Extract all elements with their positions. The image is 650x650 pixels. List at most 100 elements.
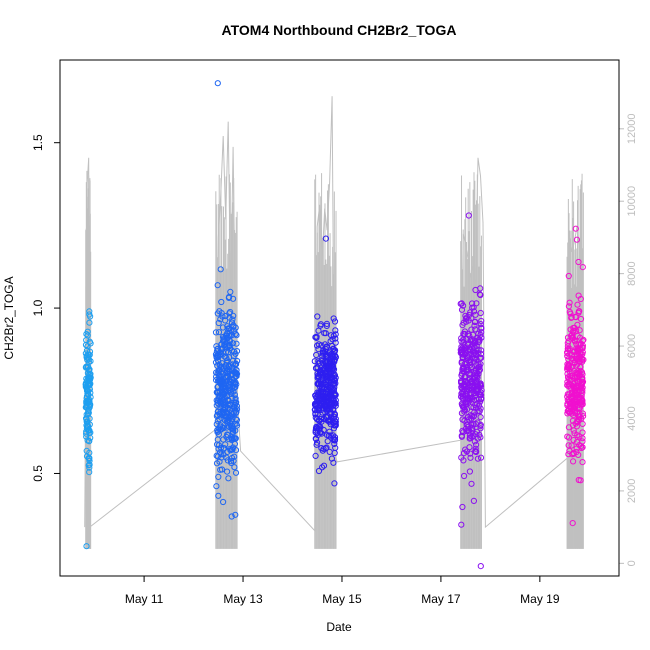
data-point — [477, 360, 484, 368]
data-point — [232, 511, 239, 518]
data-point — [469, 336, 476, 343]
data-point — [314, 342, 321, 349]
data-point — [86, 338, 93, 345]
scatter-points-layer — [82, 80, 587, 570]
data-point — [315, 380, 322, 387]
data-point — [312, 410, 319, 417]
data-point — [222, 417, 229, 424]
data-point — [473, 377, 480, 384]
data-point — [477, 414, 484, 421]
data-point — [579, 264, 586, 271]
data-point — [86, 311, 93, 318]
data-point — [472, 445, 479, 452]
data-point — [85, 462, 92, 469]
data-point — [82, 341, 90, 349]
data-point — [478, 317, 485, 325]
data-point — [468, 394, 475, 401]
data-point — [225, 475, 232, 482]
data-point — [460, 365, 468, 372]
altitude-line — [84, 96, 583, 532]
data-point — [220, 498, 227, 506]
data-point — [470, 308, 478, 315]
data-point — [475, 339, 482, 346]
data-point — [86, 308, 93, 315]
data-point — [232, 330, 239, 338]
data-point — [86, 469, 93, 476]
data-point — [227, 410, 234, 417]
data-point — [570, 427, 577, 434]
data-point — [465, 212, 472, 219]
data-point — [468, 326, 475, 333]
data-point — [464, 418, 471, 425]
data-point — [323, 364, 330, 371]
data-point — [226, 342, 233, 349]
data-point — [233, 340, 240, 347]
data-point — [469, 300, 476, 307]
data-point — [570, 324, 577, 332]
data-point — [478, 324, 485, 331]
data-point — [469, 426, 476, 433]
data-point — [226, 344, 234, 351]
data-point — [477, 423, 484, 430]
data-point — [83, 415, 90, 422]
data-point — [225, 398, 232, 405]
data-point — [467, 376, 474, 383]
x-tick-label: May 19 — [520, 592, 560, 606]
data-point — [576, 327, 583, 334]
data-point — [579, 344, 586, 351]
data-point — [572, 313, 579, 320]
data-point — [322, 235, 329, 242]
x-axis-label: Date — [326, 620, 352, 634]
data-point — [214, 80, 221, 87]
data-point — [570, 348, 577, 355]
data-point — [572, 225, 579, 232]
data-point — [467, 454, 474, 461]
data-point — [86, 457, 93, 465]
data-point — [468, 480, 475, 487]
data-point — [225, 363, 233, 370]
data-point — [473, 448, 480, 456]
data-point — [567, 376, 574, 383]
data-point — [315, 402, 322, 409]
data-point — [229, 435, 236, 442]
data-point — [477, 563, 484, 570]
data-point — [331, 380, 338, 387]
right-y-tick-label: 10000 — [626, 186, 638, 217]
data-point — [470, 420, 477, 427]
data-point — [231, 402, 238, 409]
data-point — [466, 434, 474, 441]
y-tick-label: 1.0 — [31, 299, 45, 316]
data-point — [459, 366, 466, 373]
data-point — [227, 422, 234, 429]
data-point — [564, 349, 571, 356]
data-point — [226, 310, 233, 317]
data-point — [329, 336, 336, 343]
data-point — [466, 432, 473, 439]
data-point — [579, 438, 586, 445]
data-point — [86, 449, 93, 456]
data-point — [323, 386, 330, 393]
data-point — [565, 272, 572, 280]
data-point — [460, 457, 467, 464]
data-point — [233, 408, 240, 415]
data-point — [579, 397, 586, 405]
right-y-tick-label: 2000 — [626, 479, 638, 503]
data-point — [326, 418, 333, 425]
data-point — [327, 389, 334, 397]
data-point — [580, 413, 587, 420]
data-point — [331, 357, 338, 364]
data-point — [458, 521, 465, 528]
data-point — [470, 497, 477, 504]
data-point — [231, 464, 238, 471]
data-point — [473, 441, 480, 448]
data-point — [222, 317, 229, 324]
data-point — [461, 328, 468, 335]
data-point — [315, 425, 322, 432]
data-point — [315, 467, 323, 475]
data-point — [332, 418, 339, 425]
data-point — [462, 381, 469, 388]
data-point — [231, 348, 238, 355]
data-point — [85, 423, 92, 430]
data-point — [220, 451, 227, 458]
data-point — [460, 336, 467, 343]
